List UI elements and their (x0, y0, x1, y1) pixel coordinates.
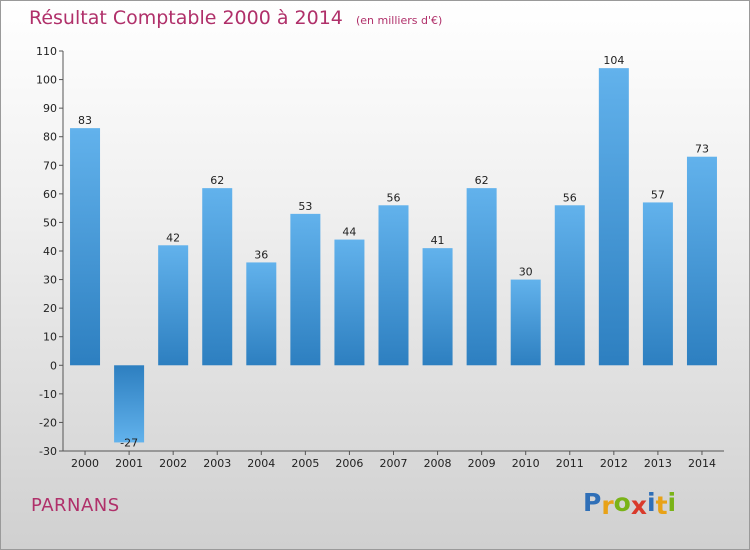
bar-2003 (202, 188, 233, 366)
bar-2012 (598, 68, 629, 366)
y-tick-label: 70 (43, 159, 57, 172)
y-tick-label: 20 (43, 302, 57, 315)
bar-chart: -30 -20 -10 0 10 20 30 40 50 60 70 80 90 100 110 2000 20… (36, 45, 724, 470)
y-tick-label: 50 (43, 216, 57, 229)
bar-2009 (466, 188, 497, 366)
proxiti-logo: Proxiti (583, 488, 677, 520)
data-label: 83 (78, 114, 92, 127)
y-tick-label: 90 (43, 102, 57, 115)
bar-2002 (158, 245, 189, 366)
y-tick-label: 80 (43, 131, 57, 144)
y-tick-label: 40 (43, 245, 57, 258)
data-labels: 83 -27 42 62 36 53 44 56 41 62 30 56 104 57 73 (78, 54, 709, 449)
logo-letter: t (655, 491, 668, 520)
logo-letter: x (630, 491, 647, 520)
x-tick-label: 2001 (115, 457, 143, 470)
logo-letter: i (647, 488, 656, 517)
bar-2007 (378, 205, 409, 366)
data-label: 62 (210, 174, 224, 187)
bar-2004 (246, 262, 277, 366)
commune-name: PARNANS (31, 495, 120, 516)
y-tick-label: 110 (36, 45, 57, 58)
chart-title: Résultat Comptable 2000 à 2014 (29, 7, 343, 29)
data-label: 30 (519, 266, 533, 279)
x-tick-label: 2009 (468, 457, 496, 470)
x-tick-label: 2002 (159, 457, 187, 470)
data-label: 36 (254, 248, 268, 261)
x-tick-label: 2008 (424, 457, 452, 470)
bar-2011 (554, 205, 585, 366)
bar-2001 (114, 365, 145, 443)
data-label: 104 (603, 54, 624, 67)
data-label: 56 (563, 191, 577, 204)
data-label: 56 (387, 191, 401, 204)
x-tick-label: 2004 (247, 457, 275, 470)
x-tick-label: 2012 (600, 457, 628, 470)
logo-letter: o (613, 488, 631, 517)
axes: -30 -20 -10 0 10 20 30 40 50 60 70 80 90 100 110 2000 20… (36, 45, 724, 470)
x-tick-label: 2013 (644, 457, 672, 470)
y-tick-label: 10 (43, 331, 57, 344)
logo-letter: r (601, 491, 614, 520)
data-label: 53 (298, 200, 312, 213)
y-tick-label: 0 (50, 359, 57, 372)
x-tick-label: 2006 (335, 457, 363, 470)
y-tick-label: 60 (43, 188, 57, 201)
y-tick-label: 100 (36, 74, 57, 87)
x-tick-label: 2003 (203, 457, 231, 470)
bar-2014 (686, 156, 717, 366)
data-label: 62 (475, 174, 489, 187)
x-tick-label: 2011 (556, 457, 584, 470)
y-tick-label: 30 (43, 274, 57, 287)
bar-2013 (642, 202, 673, 366)
bar-2006 (334, 239, 365, 366)
data-label: -27 (120, 436, 138, 449)
data-label: 57 (651, 188, 665, 201)
title-row: Résultat Comptable 2000 à 2014 (en milli… (29, 7, 442, 29)
bar-2008 (422, 248, 453, 366)
y-tick-label: -20 (39, 416, 57, 429)
x-tick-label: 2005 (291, 457, 319, 470)
logo-letter: i (667, 488, 677, 517)
data-label: 73 (695, 143, 709, 156)
x-tick-label: 2000 (71, 457, 99, 470)
data-label: 41 (431, 234, 445, 247)
bar-2010 (510, 279, 541, 366)
x-tick-label: 2014 (688, 457, 716, 470)
data-label: 42 (166, 231, 180, 244)
y-tick-label: -10 (39, 388, 57, 401)
x-tick-label: 2007 (380, 457, 408, 470)
data-label: 44 (342, 226, 356, 239)
logo-letter: P (583, 488, 602, 517)
chart-subtitle: (en milliers d'€) (355, 14, 443, 27)
bar-2005 (290, 213, 321, 366)
y-tick-label: -30 (39, 445, 57, 458)
x-tick-label: 2010 (512, 457, 540, 470)
bars (70, 68, 717, 443)
bar-2000 (70, 128, 101, 366)
